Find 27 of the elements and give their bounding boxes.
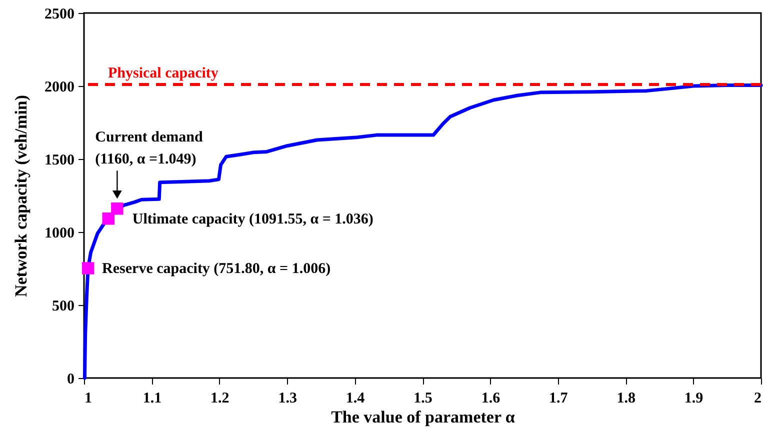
y-tick-label: 500 <box>52 298 74 314</box>
x-tick-label: 2 <box>754 390 762 406</box>
y-tick-label: 2500 <box>44 6 74 22</box>
point <box>111 202 124 215</box>
y-tick-label: 1500 <box>44 152 74 168</box>
x-tick-label: 1.2 <box>210 390 230 406</box>
y-tick-label: 2000 <box>44 80 74 96</box>
x-tick-label: 1.9 <box>684 390 704 406</box>
y-tick-label: 1000 <box>44 226 74 242</box>
x-tick-label: 1.7 <box>549 390 568 406</box>
annotation: Ultimate capacity (1091.55, α = 1.036) <box>132 212 374 228</box>
x-axis-title: The value of parameter α <box>331 408 516 426</box>
x-tick-label: 1.5 <box>414 390 432 406</box>
point <box>102 212 114 225</box>
line-series <box>82 84 763 380</box>
x-tick-label: 1.3 <box>278 390 297 406</box>
y-tick-label: 0 <box>67 372 74 388</box>
x-tick-label: 1.8 <box>616 390 636 406</box>
point <box>82 262 94 274</box>
x-tick-label: 1.4 <box>346 390 366 406</box>
x-tick-label: 1.6 <box>481 390 501 406</box>
x-tick-label: 1 <box>84 390 92 406</box>
y-axis-title: Network capacity (veh/min) <box>12 94 30 298</box>
annotation: Current demand (1160, α =1.049) <box>95 130 204 168</box>
annotation: Reserve capacity (751.80, α = 1.006) <box>102 261 331 278</box>
ref-line-label: Physical capacity <box>108 66 219 82</box>
x-tick-label: 1.1 <box>142 390 162 406</box>
